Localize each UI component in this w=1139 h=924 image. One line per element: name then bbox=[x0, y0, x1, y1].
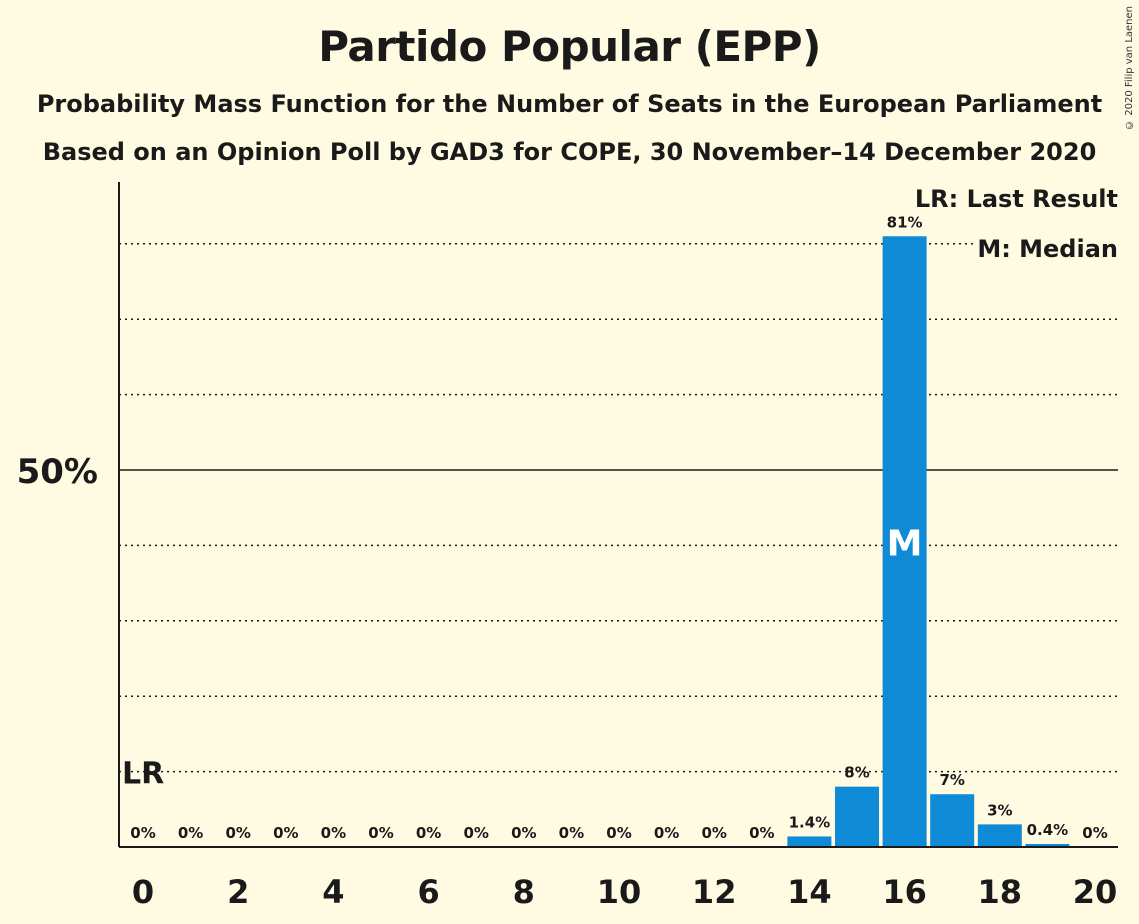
bar-value-label: 0% bbox=[130, 824, 155, 842]
x-tick-label: 14 bbox=[787, 873, 832, 911]
bar-value-label: 81% bbox=[887, 213, 923, 231]
bar-value-label: 0% bbox=[463, 824, 488, 842]
bar-value-label: 0% bbox=[701, 824, 726, 842]
median-marker: M bbox=[887, 524, 923, 565]
bar-value-label: 0% bbox=[606, 824, 631, 842]
bar-value-label: 0% bbox=[1082, 824, 1107, 842]
legend-last-result: LR: Last Result bbox=[910, 183, 1118, 215]
x-tick-label: 18 bbox=[978, 873, 1023, 911]
y-tick-label: 50% bbox=[17, 452, 98, 492]
x-tick-label: 0 bbox=[132, 873, 154, 911]
last-result-marker: LR bbox=[122, 757, 164, 792]
bar-value-label: 0% bbox=[654, 824, 679, 842]
bar-value-label: 0% bbox=[225, 824, 250, 842]
x-tick-label: 16 bbox=[882, 873, 927, 911]
bar-value-label: 0% bbox=[321, 824, 346, 842]
bar-value-label: 0% bbox=[749, 824, 774, 842]
bar bbox=[787, 836, 832, 847]
bars bbox=[787, 236, 1070, 847]
bar-value-label: 7% bbox=[939, 771, 964, 789]
bar bbox=[835, 786, 879, 847]
bar bbox=[977, 824, 1022, 847]
legend-median: M: Median bbox=[973, 233, 1118, 265]
bar-value-label: 0% bbox=[416, 824, 441, 842]
chart-title: Partido Popular (EPP) bbox=[318, 22, 821, 71]
x-tick-label: 2 bbox=[227, 873, 249, 911]
bar-value-label: 8% bbox=[844, 764, 869, 782]
bar bbox=[1025, 843, 1070, 847]
x-tick-label: 20 bbox=[1073, 873, 1118, 911]
bar bbox=[882, 236, 927, 847]
x-tick-label: 12 bbox=[692, 873, 737, 911]
bar-value-label: 0% bbox=[368, 824, 393, 842]
x-tick-label: 4 bbox=[322, 873, 344, 911]
gridlines bbox=[119, 243, 1118, 773]
bar bbox=[930, 794, 975, 847]
bar-value-label: 1.4% bbox=[789, 813, 831, 831]
chart-source-subtitle: Based on an Opinion Poll by GAD3 for COP… bbox=[42, 138, 1097, 166]
axes: 50% 0 2 4 6 8 10 12 14 16 18 20 bbox=[17, 182, 1118, 911]
chart-subtitle: Probability Mass Function for the Number… bbox=[36, 90, 1103, 118]
bar-value-label: 0.4% bbox=[1027, 821, 1069, 839]
x-tick-label: 8 bbox=[513, 873, 535, 911]
bar-value-label: 0% bbox=[178, 824, 203, 842]
bar-value-label: 0% bbox=[559, 824, 584, 842]
bar-value-label: 3% bbox=[987, 801, 1012, 819]
bar-labels: 0% 0% 0% 0% 0% 0% 0% 0% 0% 0% 0% 0% 0% 0% 1.4% 8% 81% 7% 3… bbox=[122, 213, 1108, 842]
x-tick-label: 6 bbox=[417, 873, 439, 911]
bar-value-label: 0% bbox=[511, 824, 536, 842]
x-tick-label: 10 bbox=[597, 873, 642, 911]
bar-value-label: 0% bbox=[273, 824, 298, 842]
